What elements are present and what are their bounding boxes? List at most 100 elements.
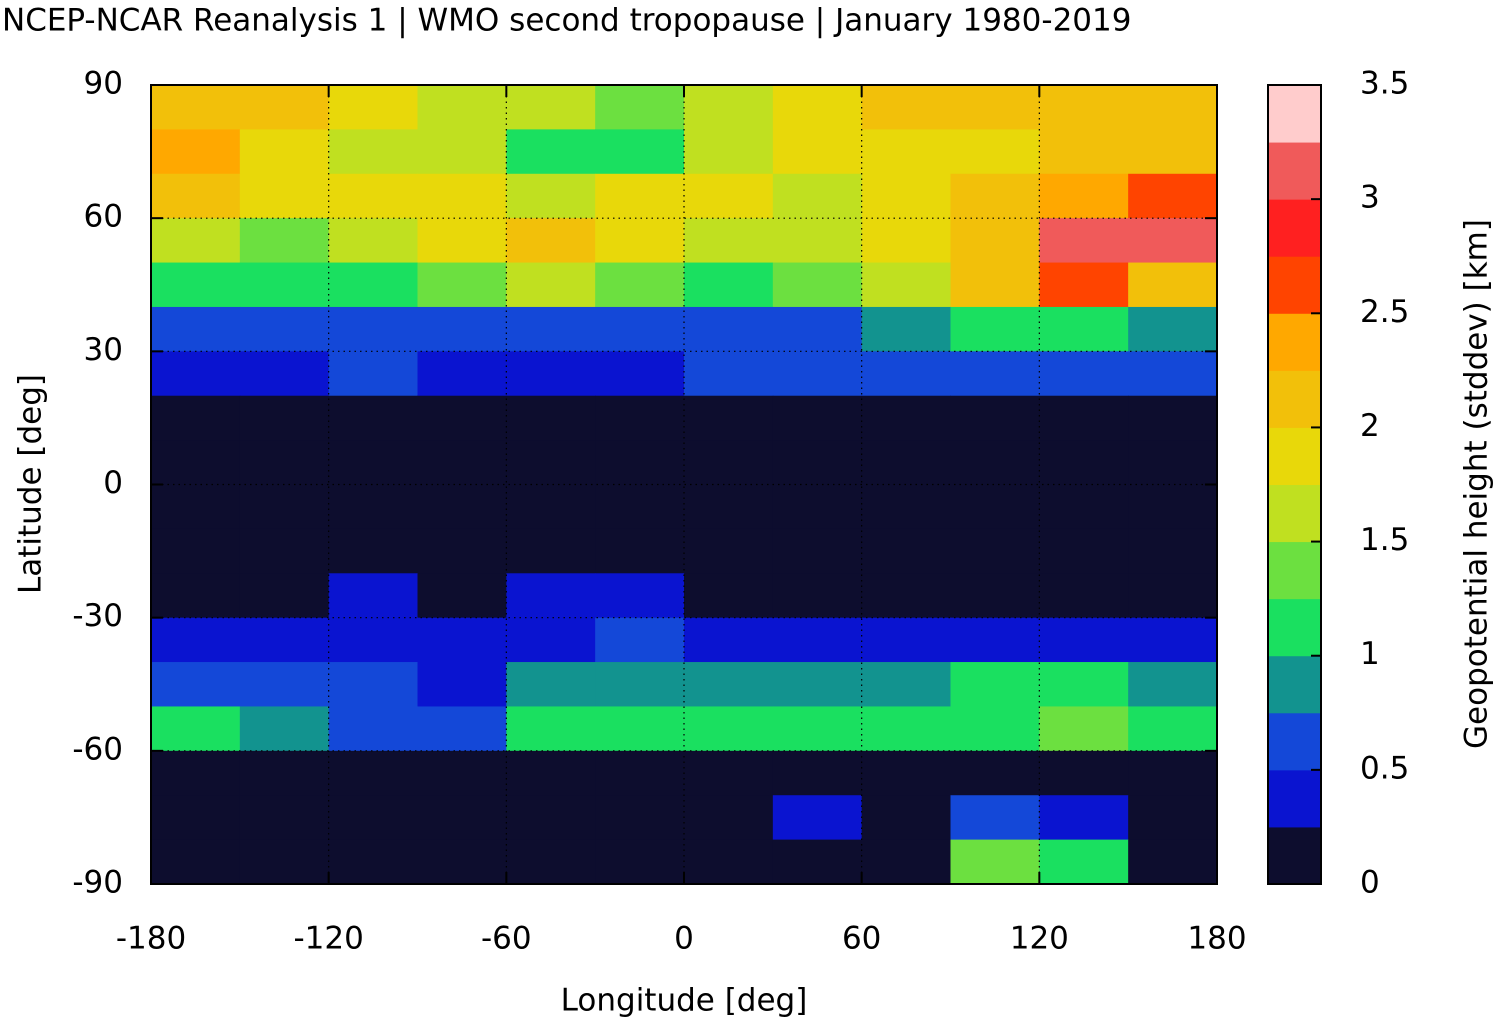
cell	[151, 218, 241, 264]
cell	[772, 306, 863, 352]
cell	[1039, 306, 1129, 352]
cell	[328, 484, 418, 530]
cell	[239, 85, 330, 130]
cell	[861, 218, 951, 264]
cell	[684, 173, 774, 219]
cell	[417, 262, 507, 308]
colorbar-swatch	[1268, 85, 1321, 143]
cell	[1128, 484, 1218, 530]
cell	[595, 706, 685, 752]
cell	[1039, 839, 1129, 885]
x-axis-label: Longitude [deg]	[561, 983, 808, 1019]
cell	[328, 306, 418, 352]
cell	[506, 528, 596, 574]
cell	[1039, 706, 1129, 752]
cell	[151, 484, 241, 530]
cell	[684, 839, 774, 885]
cell	[772, 706, 863, 752]
cell	[506, 750, 596, 796]
cell	[1128, 351, 1218, 397]
cell	[1128, 706, 1218, 752]
x-tick-label: 120	[1010, 921, 1069, 957]
cell	[1128, 85, 1218, 130]
cell	[328, 795, 418, 841]
cell	[1039, 173, 1129, 219]
cell	[1128, 750, 1218, 796]
cell	[1128, 528, 1218, 574]
cell	[506, 306, 596, 352]
y-tick-label: 60	[84, 199, 123, 235]
cell	[417, 528, 507, 574]
x-tick-label: 60	[842, 921, 881, 957]
x-tick-label: 180	[1187, 921, 1246, 957]
cell	[950, 173, 1040, 219]
cell	[417, 218, 507, 264]
cell	[506, 662, 596, 707]
cell	[328, 395, 418, 441]
cell	[506, 573, 596, 619]
cell	[772, 440, 863, 485]
cell	[950, 306, 1040, 352]
colorbar-swatch	[1268, 484, 1321, 543]
cell	[417, 617, 507, 663]
cell	[151, 795, 241, 841]
cell	[239, 440, 330, 485]
cell	[772, 85, 863, 130]
y-tick-label: -90	[72, 865, 123, 901]
cell	[772, 617, 863, 663]
cell	[151, 85, 241, 130]
cell	[772, 262, 863, 308]
cell	[861, 85, 951, 130]
cell	[684, 795, 774, 841]
cell	[772, 351, 863, 397]
cell	[772, 573, 863, 619]
cell	[151, 617, 241, 663]
colorbar-tick-label: 3.5	[1360, 66, 1409, 102]
cell	[595, 839, 685, 885]
colorbar-swatch	[1268, 199, 1321, 257]
cell	[328, 262, 418, 308]
cell	[861, 528, 951, 574]
colorbar-tick-label: 0.5	[1360, 750, 1409, 786]
cell	[684, 129, 774, 175]
cell	[151, 662, 241, 707]
cell	[151, 528, 241, 574]
cell	[328, 706, 418, 752]
cell	[950, 706, 1040, 752]
cell	[772, 129, 863, 175]
cell	[506, 484, 596, 530]
cell	[239, 795, 330, 841]
colorbar-swatch	[1268, 370, 1321, 428]
cell	[417, 440, 507, 485]
cell	[950, 440, 1040, 485]
cell	[950, 129, 1040, 175]
cell	[328, 440, 418, 485]
cell	[595, 306, 685, 352]
cell	[328, 573, 418, 619]
cell	[506, 706, 596, 752]
cell	[1039, 750, 1129, 796]
cell	[684, 351, 774, 397]
cell	[950, 839, 1040, 885]
cell	[1039, 662, 1129, 707]
cell	[684, 528, 774, 574]
cell	[328, 129, 418, 175]
cell	[861, 262, 951, 308]
cell	[417, 750, 507, 796]
cell	[151, 306, 241, 352]
cell	[1128, 306, 1218, 352]
colorbar-swatch	[1268, 598, 1321, 657]
cell	[506, 85, 596, 130]
chart-title: NCEP-NCAR Reanalysis 1 | WMO second trop…	[2, 3, 1131, 39]
cell	[1039, 129, 1129, 175]
cell	[861, 395, 951, 441]
cell	[417, 85, 507, 130]
cell	[239, 395, 330, 441]
cell	[1128, 662, 1218, 707]
cell	[861, 306, 951, 352]
cell	[506, 218, 596, 264]
cell	[1128, 218, 1218, 264]
colorbar-tick-label: 2	[1360, 408, 1380, 444]
cell	[1039, 573, 1129, 619]
cell	[239, 662, 330, 707]
